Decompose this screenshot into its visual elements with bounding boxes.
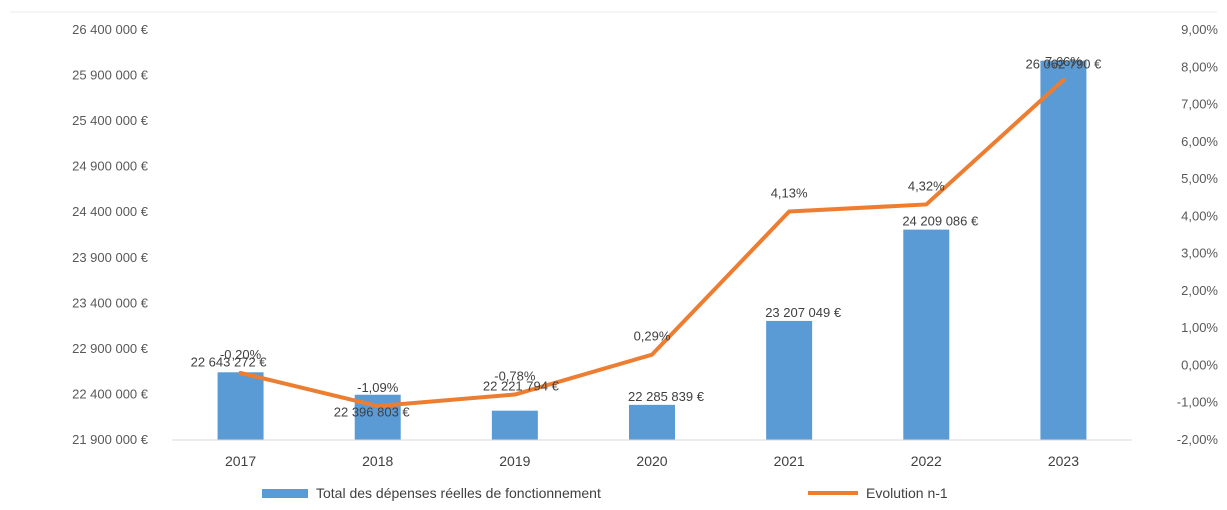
legend-swatch-bar — [262, 489, 308, 498]
right-axis-tick-label: 9,00% — [1181, 22, 1218, 37]
line-value-label: -0,78% — [494, 369, 536, 384]
line-value-label: 7,66% — [1045, 54, 1082, 69]
right-axis-tick-label: -1,00% — [1177, 395, 1219, 410]
legend: Total des dépenses réelles de fonctionne… — [262, 485, 948, 501]
bar-value-label: 22 285 839 € — [628, 389, 705, 404]
right-axis-tick-label: -2,00% — [1177, 432, 1219, 447]
right-axis-tick-label: 6,00% — [1181, 134, 1218, 149]
bar — [217, 372, 264, 440]
bar — [491, 410, 538, 440]
bar-series — [217, 60, 1087, 441]
x-axis-tick-label: 2017 — [225, 453, 256, 469]
line-series — [238, 77, 1066, 409]
bar — [629, 404, 675, 440]
x-axis-tick-label: 2022 — [911, 453, 942, 469]
line-value-label: -1,09% — [357, 380, 399, 395]
left-axis-tick-label: 25 400 000 € — [72, 113, 149, 128]
right-axis: -2,00% -1,00% 0,00% 1,00% 2,00% 3,00% 4,00% 5,0… — [1177, 22, 1219, 447]
x-axis-tick-label: 2018 — [362, 453, 393, 469]
bar-data-labels: 22 643 272 € 22 396 803 € 22 221 794 € 22 2… — [191, 57, 1103, 420]
bar — [766, 320, 813, 440]
bar-value-label: 23 207 049 € — [765, 305, 842, 320]
left-axis-tick-label: 23 400 000 € — [72, 295, 149, 310]
left-axis-tick-label: 22 400 000 € — [72, 386, 149, 401]
right-axis-tick-label: 2,00% — [1181, 283, 1218, 298]
bar-value-label: 26 062 790 € — [1025, 57, 1102, 72]
line-value-label: 0,29% — [634, 329, 671, 344]
x-axis-tick-label: 2021 — [774, 453, 805, 469]
right-axis-tick-label: 7,00% — [1181, 97, 1218, 112]
x-axis-tick-label: 2023 — [1048, 453, 1079, 469]
right-axis-tick-label: 8,00% — [1181, 59, 1218, 74]
line-value-label: 4,32% — [908, 178, 945, 193]
left-axis-tick-label: 21 900 000 € — [72, 432, 149, 447]
bar — [903, 229, 950, 440]
bar-value-label: 22 221 794 € — [483, 379, 560, 394]
right-axis-tick-label: 3,00% — [1181, 246, 1218, 261]
line-value-label: -0,20% — [220, 347, 262, 362]
right-axis-tick-label: 1,00% — [1181, 320, 1218, 335]
x-axis-tick-label: 2019 — [499, 453, 530, 469]
right-axis-tick-label: 5,00% — [1181, 171, 1218, 186]
right-axis-tick-label: 0,00% — [1181, 357, 1218, 372]
legend-label-line: Evolution n-1 — [866, 485, 948, 501]
left-axis-tick-label: 24 900 000 € — [72, 159, 149, 174]
left-axis: 21 900 000 € 22 400 000 € 22 900 000 € 23 4… — [72, 22, 149, 447]
bar-value-label: 22 643 272 € — [191, 354, 268, 369]
left-axis-tick-label: 25 900 000 € — [72, 68, 149, 83]
line-value-label: 4,13% — [771, 186, 808, 201]
right-axis-tick-label: 4,00% — [1181, 208, 1218, 223]
x-axis-tick-label: 2020 — [636, 453, 667, 469]
bar-value-label: 22 396 803 € — [334, 405, 411, 420]
left-axis-tick-label: 26 400 000 € — [72, 22, 149, 37]
legend-label-bar: Total des dépenses réelles de fonctionne… — [316, 485, 601, 501]
bar — [1040, 60, 1087, 441]
left-axis-tick-label: 24 400 000 € — [72, 204, 149, 219]
bar-value-label: 24 209 086 € — [902, 214, 979, 229]
line-data-labels: -0,20% -1,09% -0,78% 0,29% 4,13% 4,32% 7,66% — [220, 54, 1082, 395]
left-axis-tick-label: 22 900 000 € — [72, 341, 149, 356]
x-axis: 2017 2018 2019 2020 2021 2022 2023 — [225, 453, 1079, 469]
left-axis-tick-label: 23 900 000 € — [72, 250, 149, 265]
